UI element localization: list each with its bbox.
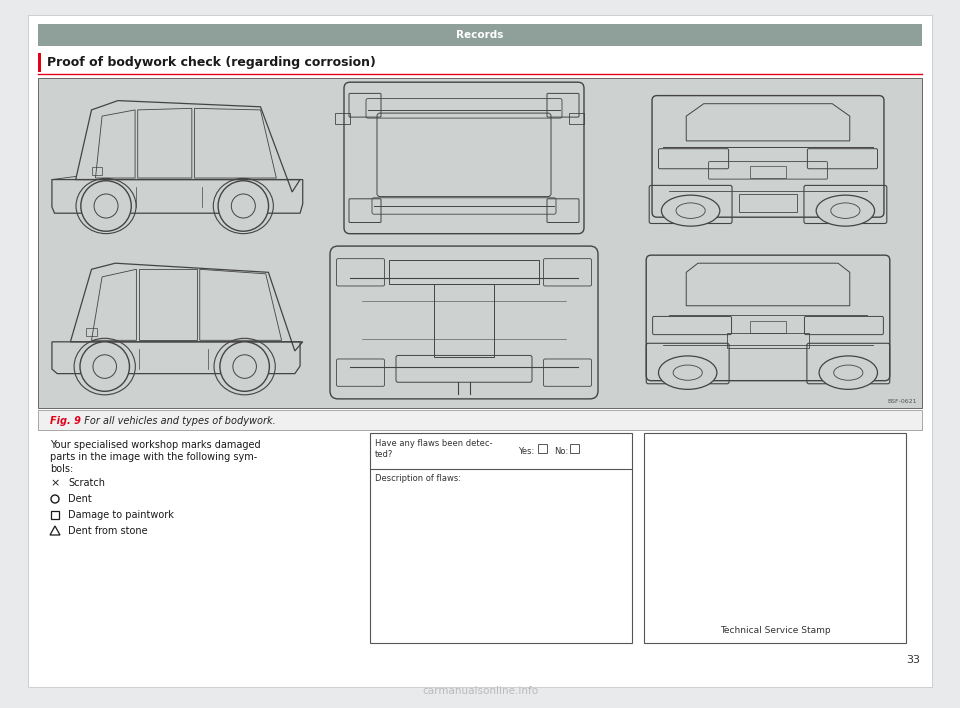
Text: BSF-0621: BSF-0621 xyxy=(887,399,917,404)
Ellipse shape xyxy=(830,203,860,218)
Text: Your specialised workshop marks damaged: Your specialised workshop marks damaged xyxy=(50,440,260,450)
Bar xyxy=(434,285,494,358)
Text: ×: × xyxy=(50,478,60,488)
Ellipse shape xyxy=(661,195,720,226)
Ellipse shape xyxy=(231,194,255,218)
Bar xyxy=(389,260,539,285)
Ellipse shape xyxy=(94,194,118,218)
Ellipse shape xyxy=(80,342,130,392)
Bar xyxy=(538,444,547,453)
Text: parts in the image with the following sym-: parts in the image with the following sy… xyxy=(50,452,257,462)
Bar xyxy=(38,78,922,408)
Text: No:: No: xyxy=(554,447,568,455)
Ellipse shape xyxy=(214,338,276,395)
Bar xyxy=(38,53,41,72)
Ellipse shape xyxy=(218,181,269,232)
Bar xyxy=(739,193,797,212)
Text: Scratch: Scratch xyxy=(68,478,105,488)
Bar xyxy=(644,433,906,643)
Bar xyxy=(91,167,102,175)
Ellipse shape xyxy=(676,203,706,218)
Ellipse shape xyxy=(673,365,703,380)
Ellipse shape xyxy=(819,356,877,389)
Bar xyxy=(727,333,809,348)
Text: carmanualsonline.info: carmanualsonline.info xyxy=(422,686,538,696)
Text: Dent from stone: Dent from stone xyxy=(68,526,148,536)
Text: Fig. 9: Fig. 9 xyxy=(50,416,81,426)
Ellipse shape xyxy=(833,365,863,380)
Text: Proof of bodywork check (regarding corrosion): Proof of bodywork check (regarding corro… xyxy=(47,56,376,69)
Bar xyxy=(570,444,579,453)
Text: For all vehicles and types of bodywork.: For all vehicles and types of bodywork. xyxy=(78,416,276,426)
Ellipse shape xyxy=(659,356,717,389)
Text: Technical Service Stamp: Technical Service Stamp xyxy=(720,626,830,635)
Text: Damage to paintwork: Damage to paintwork xyxy=(68,510,174,520)
Ellipse shape xyxy=(74,338,135,395)
Ellipse shape xyxy=(81,181,132,232)
Ellipse shape xyxy=(76,178,136,234)
Ellipse shape xyxy=(220,342,270,392)
Text: Have any flaws been detec-: Have any flaws been detec- xyxy=(375,439,492,448)
Text: ted?: ted? xyxy=(375,450,394,459)
Ellipse shape xyxy=(233,355,256,378)
Ellipse shape xyxy=(93,355,116,378)
Bar xyxy=(751,321,785,333)
Text: Dent: Dent xyxy=(68,494,92,504)
Text: Yes:: Yes: xyxy=(518,447,535,455)
Text: Description of flaws:: Description of flaws: xyxy=(375,474,461,483)
Bar xyxy=(335,113,350,124)
Bar xyxy=(569,113,584,124)
Bar xyxy=(751,166,785,178)
Bar xyxy=(370,433,632,643)
Bar xyxy=(38,24,922,46)
Ellipse shape xyxy=(816,195,875,226)
Text: Records: Records xyxy=(456,30,504,40)
Ellipse shape xyxy=(213,178,274,234)
Text: 33: 33 xyxy=(906,655,920,665)
Bar xyxy=(51,511,59,519)
Text: bols:: bols: xyxy=(50,464,73,474)
Bar xyxy=(86,328,97,336)
Bar xyxy=(38,410,922,430)
